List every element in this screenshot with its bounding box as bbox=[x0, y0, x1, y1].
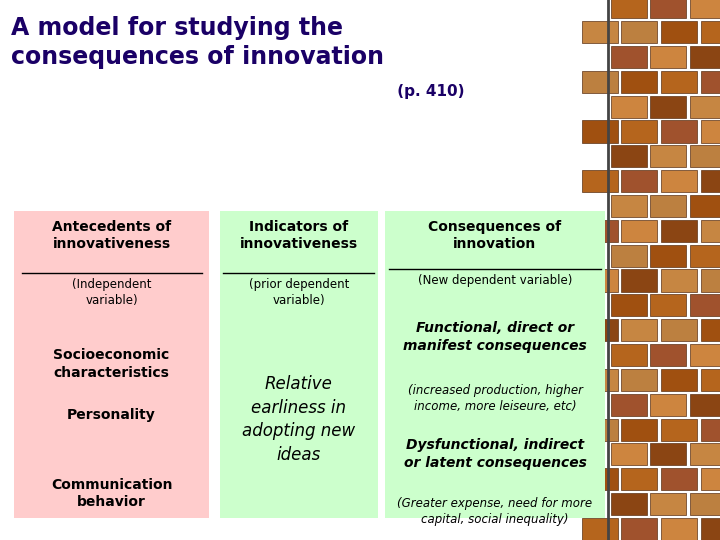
Text: Antecedents of
innovativeness: Antecedents of innovativeness bbox=[52, 220, 171, 251]
Bar bbox=[621, 71, 657, 93]
Bar bbox=[701, 220, 720, 242]
Bar bbox=[661, 120, 697, 143]
Bar bbox=[582, 21, 618, 43]
Text: (Independent
variable): (Independent variable) bbox=[72, 278, 151, 307]
Bar bbox=[385, 211, 605, 518]
Bar bbox=[690, 195, 720, 217]
Text: Communication
behavior: Communication behavior bbox=[51, 478, 172, 509]
Bar bbox=[661, 468, 697, 490]
Bar bbox=[611, 245, 647, 267]
Bar bbox=[661, 71, 697, 93]
Bar bbox=[690, 245, 720, 267]
Bar bbox=[701, 418, 720, 441]
Text: Indicators of
innovativeness: Indicators of innovativeness bbox=[240, 220, 358, 251]
Bar bbox=[582, 468, 618, 490]
Bar bbox=[690, 294, 720, 316]
Text: Relative
earliness in
adopting new
ideas: Relative earliness in adopting new ideas bbox=[242, 375, 356, 464]
Bar bbox=[701, 319, 720, 341]
Bar bbox=[650, 443, 686, 465]
Bar bbox=[690, 493, 720, 515]
Bar bbox=[220, 211, 378, 518]
Bar bbox=[701, 369, 720, 391]
Bar bbox=[14, 211, 209, 518]
Bar bbox=[611, 344, 647, 366]
Bar bbox=[701, 71, 720, 93]
Bar bbox=[582, 418, 618, 441]
Bar bbox=[701, 21, 720, 43]
Text: Personality: Personality bbox=[67, 408, 156, 422]
Bar bbox=[661, 269, 697, 292]
Bar bbox=[582, 220, 618, 242]
Text: Socioeconomic
characteristics: Socioeconomic characteristics bbox=[53, 348, 170, 380]
Bar bbox=[661, 220, 697, 242]
Bar bbox=[690, 394, 720, 416]
Bar bbox=[611, 493, 647, 515]
Bar bbox=[621, 220, 657, 242]
Bar bbox=[690, 0, 720, 18]
Bar bbox=[650, 195, 686, 217]
Text: Functional, direct or
manifest consequences: Functional, direct or manifest consequen… bbox=[403, 321, 587, 353]
Bar bbox=[701, 170, 720, 192]
Text: (increased production, higher
income, more leiseure, etc): (increased production, higher income, mo… bbox=[408, 384, 582, 414]
Bar bbox=[611, 0, 647, 18]
Bar bbox=[650, 96, 686, 118]
Bar bbox=[690, 46, 720, 68]
Bar bbox=[690, 96, 720, 118]
Bar bbox=[582, 319, 618, 341]
Bar bbox=[621, 319, 657, 341]
Bar bbox=[582, 170, 618, 192]
Bar bbox=[650, 394, 686, 416]
Bar bbox=[582, 120, 618, 143]
Bar bbox=[611, 294, 647, 316]
Text: Consequences of
innovation: Consequences of innovation bbox=[428, 220, 562, 251]
Bar bbox=[621, 369, 657, 391]
Bar bbox=[582, 269, 618, 292]
Text: (New dependent variable): (New dependent variable) bbox=[418, 274, 572, 287]
Bar bbox=[650, 344, 686, 366]
Bar bbox=[611, 195, 647, 217]
Bar bbox=[690, 145, 720, 167]
Bar bbox=[621, 418, 657, 441]
Bar bbox=[650, 145, 686, 167]
Bar bbox=[621, 518, 657, 540]
Bar bbox=[611, 394, 647, 416]
Bar bbox=[661, 369, 697, 391]
Bar bbox=[650, 493, 686, 515]
Bar bbox=[650, 46, 686, 68]
Bar bbox=[611, 46, 647, 68]
Bar bbox=[701, 518, 720, 540]
Bar bbox=[621, 468, 657, 490]
Bar bbox=[582, 71, 618, 93]
Bar bbox=[621, 120, 657, 143]
Bar bbox=[650, 294, 686, 316]
Bar bbox=[650, 0, 686, 18]
Bar bbox=[582, 518, 618, 540]
Bar bbox=[621, 269, 657, 292]
Bar bbox=[582, 369, 618, 391]
Bar bbox=[690, 443, 720, 465]
Bar bbox=[661, 170, 697, 192]
Bar bbox=[650, 245, 686, 267]
Bar bbox=[621, 21, 657, 43]
Bar bbox=[701, 269, 720, 292]
Bar bbox=[611, 96, 647, 118]
Bar bbox=[701, 120, 720, 143]
Text: (p. 410): (p. 410) bbox=[392, 84, 465, 99]
Text: Dysfunctional, indirect
or latent consequences: Dysfunctional, indirect or latent conseq… bbox=[404, 438, 586, 470]
Bar bbox=[611, 145, 647, 167]
Bar bbox=[661, 518, 697, 540]
Text: (prior dependent
variable): (prior dependent variable) bbox=[248, 278, 349, 307]
Bar bbox=[701, 468, 720, 490]
Bar bbox=[690, 344, 720, 366]
Bar bbox=[661, 418, 697, 441]
Text: (Greater expense, need for more
capital, social inequality): (Greater expense, need for more capital,… bbox=[397, 497, 593, 526]
Text: A model for studying the
consequences of innovation: A model for studying the consequences of… bbox=[11, 16, 384, 69]
Bar bbox=[621, 170, 657, 192]
Bar bbox=[611, 443, 647, 465]
Bar bbox=[661, 319, 697, 341]
Bar bbox=[661, 21, 697, 43]
